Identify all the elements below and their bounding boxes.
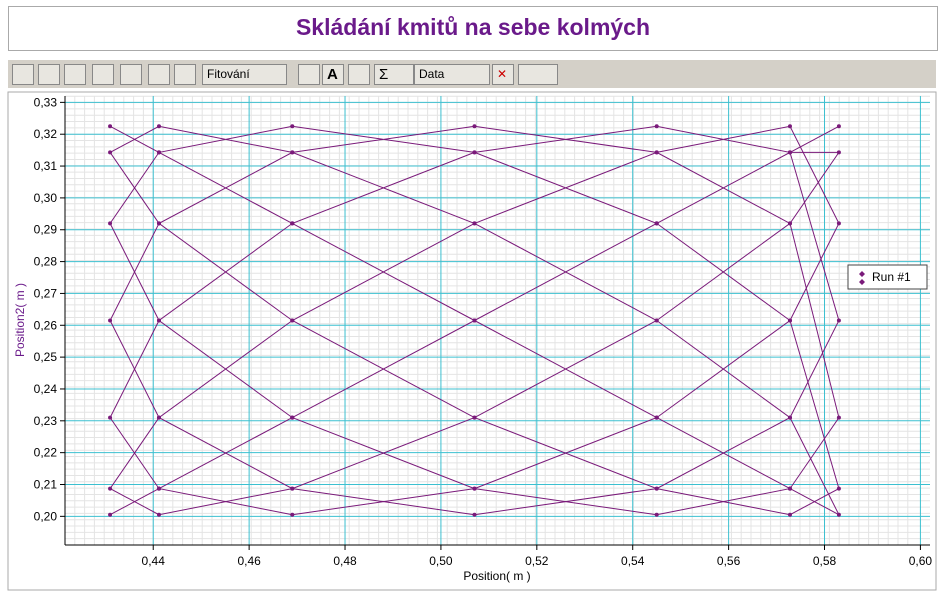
x-tick-label: 0,44 [142, 554, 166, 568]
y-tick-label: 0,27 [34, 286, 58, 300]
y-tick-label: 0,21 [34, 477, 58, 491]
y-tick-label: 0,24 [34, 382, 58, 396]
data-point [156, 124, 161, 129]
data-point [156, 150, 161, 155]
y-tick-label: 0,33 [34, 95, 58, 109]
data-point [787, 318, 792, 323]
tool-button[interactable] [120, 64, 142, 85]
data-point [290, 124, 295, 129]
y-tick-label: 0,22 [34, 446, 58, 460]
legend-label: Run #1 [872, 270, 911, 284]
delete-button[interactable]: ✕ [492, 64, 514, 85]
y-tick-label: 0,25 [34, 350, 58, 364]
data-point [108, 486, 113, 491]
x-tick-label: 0,60 [909, 554, 933, 568]
data-point [787, 124, 792, 129]
data-point [654, 124, 659, 129]
data-point [108, 318, 113, 323]
toolbar: Fitování A Σ Data ✕ [8, 60, 936, 88]
data-point [108, 415, 113, 420]
x-tick-label: 0,50 [429, 554, 453, 568]
data-point [156, 512, 161, 517]
y-tick-label: 0,23 [34, 414, 58, 428]
data-point [108, 221, 113, 226]
data-point [290, 512, 295, 517]
data-point [836, 150, 841, 155]
data-point [290, 221, 295, 226]
tool-button[interactable] [38, 64, 60, 85]
x-tick-label: 0,48 [333, 554, 357, 568]
legend-marker [859, 271, 865, 285]
fit-dropdown[interactable]: Fitování [202, 64, 287, 85]
y-tick-label: 0,26 [34, 318, 58, 332]
x-tick-label: 0,46 [237, 554, 261, 568]
data-point [156, 221, 161, 226]
data-point [290, 150, 295, 155]
data-point [654, 150, 659, 155]
data-point [836, 512, 841, 517]
sum-dropdown[interactable]: Σ [374, 64, 414, 85]
data-point [290, 486, 295, 491]
y-axis-label: Position2( m ) [13, 283, 27, 357]
data-point [290, 318, 295, 323]
data-point [787, 415, 792, 420]
data-point [472, 318, 477, 323]
y-tick-label: 0,28 [34, 255, 58, 269]
data-point [156, 415, 161, 420]
data-point [472, 150, 477, 155]
data-point [654, 415, 659, 420]
tool-button[interactable] [148, 64, 170, 85]
data-point [654, 486, 659, 491]
data-point [654, 318, 659, 323]
data-point [472, 124, 477, 129]
x-axis-label: Position( m ) [463, 569, 530, 583]
data-point [472, 221, 477, 226]
tool-button[interactable] [64, 64, 86, 85]
data-line [109, 125, 841, 516]
chart-title: Skládání kmitů na sebe kolmých [8, 6, 938, 51]
data-point [472, 512, 477, 517]
data-point [472, 486, 477, 491]
data-point [108, 124, 113, 129]
legend [847, 264, 928, 290]
tool-button[interactable] [348, 64, 370, 85]
x-tick-label: 0,54 [621, 554, 645, 568]
plot-panel [7, 91, 937, 591]
tool-button[interactable] [174, 64, 196, 85]
y-tick-label: 0,30 [34, 191, 58, 205]
data-point [654, 221, 659, 226]
data-point [836, 124, 841, 129]
data-point [108, 512, 113, 517]
data-point [787, 486, 792, 491]
y-tick-label: 0,20 [34, 509, 58, 523]
x-tick-label: 0,58 [813, 554, 837, 568]
data-point [836, 415, 841, 420]
data-point [787, 221, 792, 226]
y-tick-label: 0,29 [34, 223, 58, 237]
y-tick-label: 0,31 [34, 159, 58, 173]
data-point [836, 221, 841, 226]
tool-button[interactable] [298, 64, 320, 85]
data-dropdown[interactable]: Data [414, 64, 490, 85]
data-point [290, 415, 295, 420]
data-point [472, 415, 477, 420]
x-tick-label: 0,56 [717, 554, 741, 568]
x-tick-label: 0,52 [525, 554, 549, 568]
tool-button[interactable] [12, 64, 34, 85]
data-point [108, 150, 113, 155]
data-point [836, 318, 841, 323]
text-button[interactable]: A [322, 64, 344, 85]
data-point [787, 150, 792, 155]
tool-button[interactable] [518, 64, 558, 85]
tool-button[interactable] [92, 64, 114, 85]
data-point [787, 512, 792, 517]
data-point [156, 318, 161, 323]
data-point [654, 512, 659, 517]
data-point [836, 486, 841, 491]
data-point [156, 486, 161, 491]
y-tick-label: 0,32 [34, 127, 58, 141]
